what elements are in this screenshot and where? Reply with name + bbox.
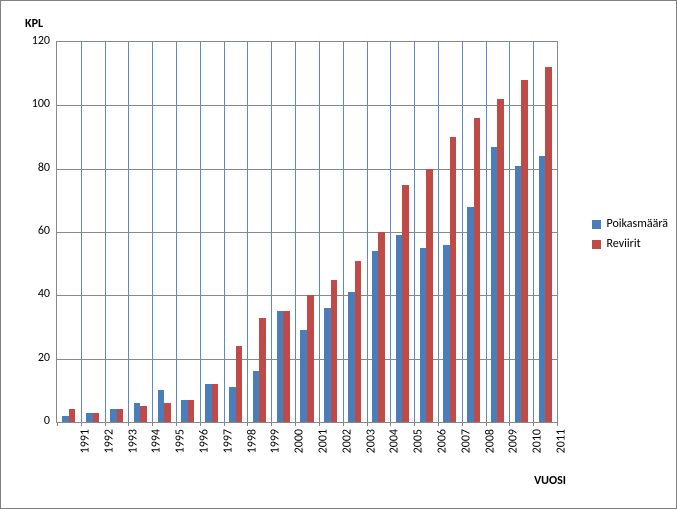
x-tick <box>57 422 58 426</box>
x-tick-label: 2005 <box>412 429 426 453</box>
bar <box>497 99 504 422</box>
x-tick <box>200 422 201 426</box>
x-tick <box>176 422 177 426</box>
y-axis-title: KPL <box>25 17 43 31</box>
bar <box>188 400 195 422</box>
plot-area <box>56 41 558 423</box>
y-tick-label: 0 <box>20 414 50 428</box>
legend-item: Poikasmäärä <box>592 217 669 231</box>
legend-item: Reviirit <box>592 237 669 251</box>
chart-container: KPL 0 20 40 60 80 100 120 1991 1992 1993 1994 1995… <box>0 0 677 509</box>
x-tick-label: 1997 <box>221 429 235 453</box>
x-tick <box>533 422 534 426</box>
x-tick <box>319 422 320 426</box>
y-tick-label: 80 <box>20 161 50 175</box>
x-tick-label: 2003 <box>364 429 378 453</box>
x-tick <box>152 422 153 426</box>
bar <box>300 330 307 422</box>
x-tick-label: 2002 <box>340 429 354 453</box>
x-tick <box>224 422 225 426</box>
x-tick-label: 1994 <box>150 429 164 453</box>
x-tick <box>557 422 558 426</box>
legend: Poikasmäärä Reviirit <box>592 211 669 257</box>
bar <box>307 295 314 422</box>
x-tick <box>295 422 296 426</box>
bar <box>69 409 76 422</box>
bar <box>355 261 362 423</box>
y-tick-label: 100 <box>20 97 50 111</box>
x-tick <box>509 422 510 426</box>
x-tick <box>414 422 415 426</box>
x-tick <box>128 422 129 426</box>
x-tick-label: 1991 <box>78 429 92 453</box>
bar <box>259 318 266 423</box>
bar <box>450 137 457 422</box>
x-tick <box>343 422 344 426</box>
bar <box>140 406 147 422</box>
x-tick-label: 2001 <box>316 429 330 453</box>
x-tick-label: 1995 <box>173 429 187 453</box>
x-tick <box>390 422 391 426</box>
y-tick-label: 60 <box>20 224 50 238</box>
x-tick-label: 1998 <box>245 429 259 453</box>
bar <box>378 232 385 422</box>
y-tick-label: 40 <box>20 287 50 301</box>
x-tick-label: 2006 <box>435 429 449 453</box>
x-tick-label: 1999 <box>269 429 283 453</box>
bar <box>331 280 338 423</box>
bar <box>117 409 124 422</box>
x-tick <box>462 422 463 426</box>
legend-label: Reviirit <box>607 237 641 251</box>
x-tick <box>247 422 248 426</box>
bar <box>521 80 528 422</box>
x-tick-label: 1992 <box>102 429 116 453</box>
legend-swatch-icon <box>592 240 601 249</box>
x-tick-label: 1996 <box>197 429 211 453</box>
x-tick-label: 2007 <box>459 429 473 453</box>
x-tick-label: 2010 <box>531 429 545 453</box>
bar <box>402 185 409 423</box>
y-tick-label: 120 <box>20 34 50 48</box>
horizontal-gridline <box>57 232 557 233</box>
legend-swatch-icon <box>592 220 601 229</box>
horizontal-gridline <box>57 105 557 106</box>
x-tick <box>271 422 272 426</box>
x-tick-label: 2000 <box>293 429 307 453</box>
x-tick-label: 1993 <box>126 429 140 453</box>
x-tick <box>486 422 487 426</box>
bar <box>545 67 552 422</box>
bar <box>236 346 243 422</box>
bar <box>283 311 290 422</box>
x-tick-label: 2009 <box>507 429 521 453</box>
horizontal-gridline <box>57 169 557 170</box>
x-tick <box>105 422 106 426</box>
x-tick-label: 2004 <box>388 429 402 453</box>
x-tick <box>438 422 439 426</box>
x-tick <box>367 422 368 426</box>
legend-label: Poikasmäärä <box>607 217 669 231</box>
bar <box>474 118 481 422</box>
x-tick-label: 2008 <box>483 429 497 453</box>
x-tick-label: 2011 <box>554 429 568 453</box>
bar <box>426 169 433 422</box>
bar <box>93 413 100 423</box>
x-tick <box>81 422 82 426</box>
x-axis-title: VUOSI <box>534 474 566 488</box>
bar <box>212 384 219 422</box>
bar <box>164 403 171 422</box>
y-tick-label: 20 <box>20 351 50 365</box>
